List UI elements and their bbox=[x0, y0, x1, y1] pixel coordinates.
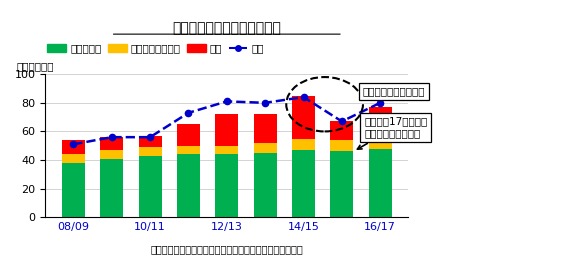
Bar bbox=[62, 154, 85, 163]
Text: 生産上回る輸出・消費: 生産上回る輸出・消費 bbox=[363, 86, 425, 96]
Bar bbox=[177, 154, 200, 217]
Bar bbox=[62, 140, 85, 154]
Bar bbox=[292, 139, 315, 150]
Text: 飼料用は17年ぶりに
前年比減少の見込み: 飼料用は17年ぶりに 前年比減少の見込み bbox=[357, 116, 428, 149]
Bar bbox=[331, 152, 353, 217]
Bar bbox=[100, 150, 123, 159]
Bar bbox=[177, 124, 200, 146]
Legend: 飼料用ほか, 食品・種・工業用, 輸出, 生産: 飼料用ほか, 食品・種・工業用, 輸出, 生産 bbox=[43, 39, 268, 58]
Title: ブラジルのトウモロコシ需給: ブラジルのトウモロコシ需給 bbox=[172, 21, 281, 36]
Bar bbox=[138, 147, 162, 156]
Bar bbox=[100, 137, 123, 150]
Bar bbox=[215, 154, 238, 217]
Bar bbox=[292, 96, 315, 139]
Bar bbox=[369, 139, 392, 149]
Bar bbox=[138, 136, 162, 147]
Text: （百万トン）: （百万トン） bbox=[16, 61, 54, 71]
Bar bbox=[215, 114, 238, 146]
Bar bbox=[62, 163, 85, 217]
Bar bbox=[292, 150, 315, 217]
Bar bbox=[177, 146, 200, 154]
Bar bbox=[253, 153, 277, 217]
Bar bbox=[215, 146, 238, 154]
Bar bbox=[331, 140, 353, 152]
Bar bbox=[253, 114, 277, 143]
Bar bbox=[138, 156, 162, 217]
Bar bbox=[100, 159, 123, 217]
Text: （出所：米農務省より住友商事グローバルリサーチ作成）: （出所：米農務省より住友商事グローバルリサーチ作成） bbox=[150, 245, 303, 254]
Bar bbox=[369, 107, 392, 139]
Bar bbox=[369, 149, 392, 217]
Bar bbox=[331, 121, 353, 140]
Bar bbox=[253, 143, 277, 153]
